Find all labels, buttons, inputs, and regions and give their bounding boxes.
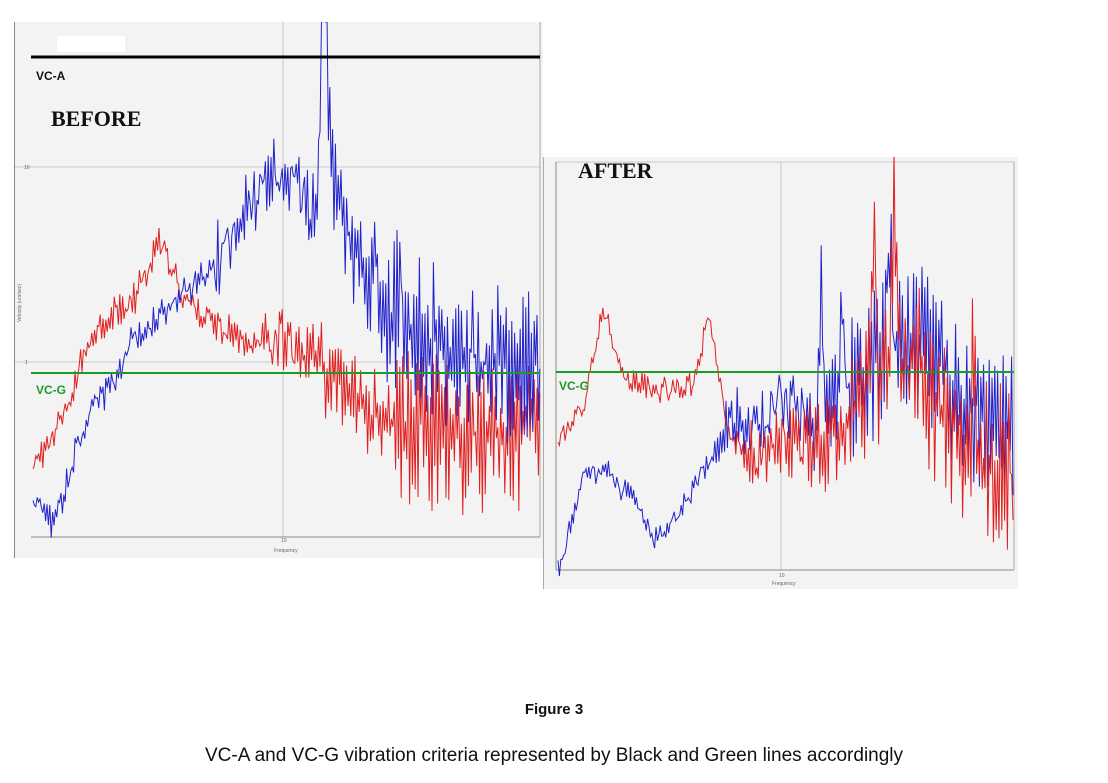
before-panel-title: BEFORE — [51, 106, 141, 131]
after-red-series — [557, 157, 1014, 550]
before-grid — [15, 22, 540, 537]
before-red-line — [32, 227, 541, 516]
before-chart: 10 1 10 Frequency Velocity (um/sec) VC-A… — [15, 22, 541, 554]
after-blue-line — [557, 213, 1014, 577]
y-tick-label-1: 1 — [25, 360, 28, 366]
before-red-series — [32, 227, 541, 516]
after-panel-title: AFTER — [578, 158, 654, 183]
after-chart: 10 Frequency VC-G AFTER — [555, 157, 1015, 587]
y-tick-label-10: 10 — [24, 165, 30, 171]
figure-caption: VC-A and VC-G vibration criteria represe… — [204, 745, 904, 766]
x-axis-label: Frequency — [274, 548, 298, 554]
vc-g-label: VC-G — [36, 383, 66, 397]
after-blue-series — [557, 213, 1014, 577]
legend-placeholder — [57, 36, 125, 52]
x-tick-label-10: 10 — [779, 573, 785, 579]
vc-a-label: VC-A — [36, 69, 66, 83]
after-red-line — [557, 157, 1014, 550]
y-axis-label: Velocity (um/sec) — [17, 284, 23, 322]
x-tick-label-10: 10 — [281, 538, 287, 544]
vc-g-label: VC-G — [559, 379, 589, 393]
figure-label: Figure 3 — [524, 701, 584, 718]
after-grid — [556, 161, 1014, 570]
x-axis-label: Frequency — [772, 581, 796, 587]
after-chart-panel: 10 Frequency VC-G AFTER — [543, 157, 1018, 589]
before-chart-panel: 10 1 10 Frequency Velocity (um/sec) VC-A… — [14, 22, 543, 558]
